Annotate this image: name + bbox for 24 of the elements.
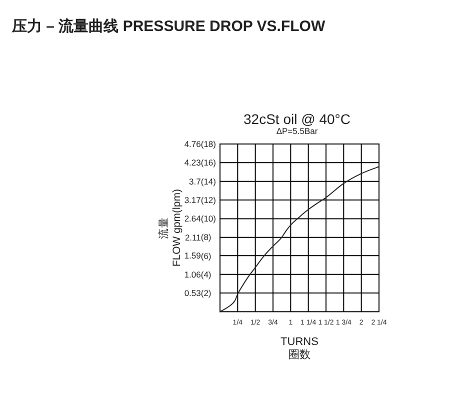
x-axis-title: TURNS 圈数 (280, 336, 318, 361)
y-axis-title: 流量 FLOW gpm(lpm) (157, 189, 183, 267)
y-tick-label: 4.76 (184, 139, 202, 149)
y-tick-label: 1.59 (184, 250, 202, 261)
y2-tick-label: (18) (200, 139, 216, 149)
y2-tick-label: (14) (200, 176, 216, 186)
y2-tick-label: (6) (200, 250, 212, 261)
y2-tick-label: (2) (200, 288, 212, 298)
y-tick-label: 3.7 (189, 176, 202, 186)
y2-tick-label: (4) (200, 269, 212, 280)
y-tick-label: 3.17 (184, 195, 202, 206)
text: ΔP=5.5Bar (276, 126, 318, 136)
y-tick-label: 1.06 (184, 269, 202, 280)
y-tick-label: 2.64 (184, 214, 202, 224)
y2-tick-label: (12) (200, 194, 216, 205)
y-tick-label: 0.53 (184, 288, 202, 298)
y-tick-label: 2.11 (184, 232, 202, 242)
y2-tick-label: (10) (200, 214, 216, 224)
chart-title: 压力 – 流量曲线 PRESSURE DROP VS.FLOW (11, 17, 326, 35)
y2-tick-label: (16) (200, 158, 216, 168)
y-tick-label: 4.23 (184, 158, 202, 168)
y2-tick-label: (8) (200, 232, 212, 242)
line-series (220, 166, 380, 312)
chart-subtitle: 32cSt oil @ 40°C (244, 111, 350, 127)
